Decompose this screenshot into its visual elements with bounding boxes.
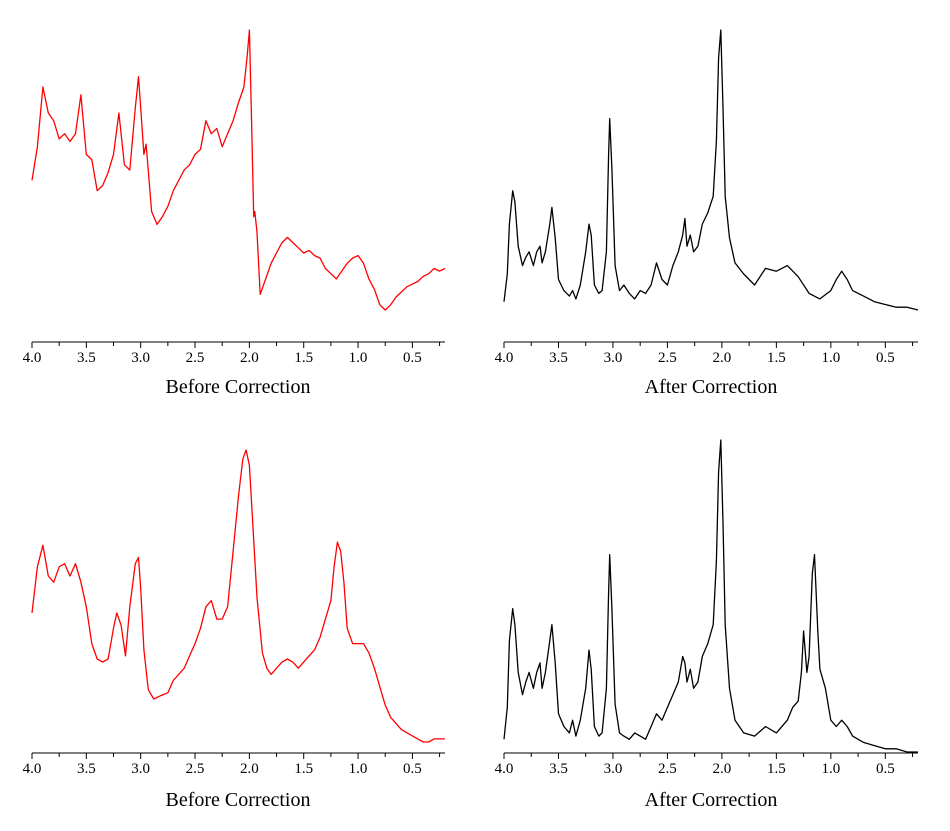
x-axis-title: Before Correction — [166, 376, 311, 398]
chart-panel-bottom-left: 4.0 3.5 3.0 2.5 2.0 1.5 1.0 0.5 Before Correcti… — [23, 449, 445, 811]
x-axis: 4.0 3.5 3.0 2.5 2.0 1.5 1.0 0.5 — [495, 341, 918, 366]
x-tick-label: 4.0 — [23, 350, 42, 366]
x-tick-label: 1.5 — [767, 761, 786, 777]
x-tick-label: 2.0 — [240, 350, 259, 366]
x-axis: 4.0 3.5 3.0 2.5 2.0 1.5 1.0 0.5 — [23, 752, 445, 777]
x-axis: 4.0 3.5 3.0 2.5 2.0 1.5 1.0 0.5 — [495, 752, 918, 777]
series-line-0 — [31, 449, 445, 743]
plot-area — [31, 29, 446, 311]
x-tick-label: 4.0 — [495, 761, 514, 777]
series-line-0 — [503, 29, 919, 311]
x-tick-label: 0.5 — [403, 350, 422, 366]
chart-panel-bottom-right: 4.0 3.5 3.0 2.5 2.0 1.5 1.0 0.5 After Correctio… — [495, 439, 918, 811]
series-line-0 — [503, 439, 918, 753]
x-tick-label: 1.5 — [767, 350, 786, 366]
x-tick-label: 1.0 — [349, 761, 368, 777]
x-tick-label: 1.0 — [349, 350, 368, 366]
plot-area — [31, 449, 445, 743]
x-axis-title: After Correction — [645, 376, 778, 398]
x-tick-label: 2.0 — [713, 761, 732, 777]
x-axis: 4.0 3.5 3.0 2.5 2.0 1.5 1.0 0.5 — [23, 341, 445, 366]
x-tick-label: 2.5 — [186, 350, 205, 366]
x-tick-label: 3.5 — [77, 350, 96, 366]
x-tick-label: 3.0 — [604, 761, 623, 777]
x-tick-label: 3.5 — [549, 350, 568, 366]
plot-area — [503, 439, 918, 753]
chart-panel-top-left: 4.0 3.5 3.0 2.5 2.0 1.5 1.0 0.5 Before Correcti… — [23, 29, 446, 398]
x-tick-label: 0.5 — [403, 761, 422, 777]
x-tick-label: 4.0 — [495, 350, 514, 366]
x-tick-label: 1.0 — [821, 350, 840, 366]
x-tick-label: 3.0 — [131, 350, 150, 366]
x-tick-label: 2.5 — [658, 761, 677, 777]
x-tick-label: 3.0 — [131, 761, 150, 777]
x-tick-label: 3.5 — [77, 761, 96, 777]
x-tick-label: 3.5 — [549, 761, 568, 777]
x-tick-label: 0.5 — [876, 350, 895, 366]
x-tick-label: 1.0 — [821, 761, 840, 777]
x-axis-title: After Correction — [645, 789, 778, 811]
x-tick-label: 0.5 — [876, 761, 895, 777]
x-tick-label: 2.5 — [658, 350, 677, 366]
x-tick-label: 2.0 — [240, 761, 259, 777]
x-tick-label: 4.0 — [23, 761, 42, 777]
x-tick-label: 3.0 — [604, 350, 623, 366]
x-axis-title: Before Correction — [166, 789, 311, 811]
x-tick-label: 1.5 — [294, 350, 313, 366]
series-line-0 — [31, 29, 446, 311]
x-tick-label: 1.5 — [294, 761, 313, 777]
plot-area — [503, 29, 919, 311]
x-tick-label: 2.5 — [186, 761, 205, 777]
x-tick-label: 2.0 — [713, 350, 732, 366]
chart-panel-top-right: 4.0 3.5 3.0 2.5 2.0 1.5 1.0 0.5 After Correctio… — [495, 29, 919, 398]
